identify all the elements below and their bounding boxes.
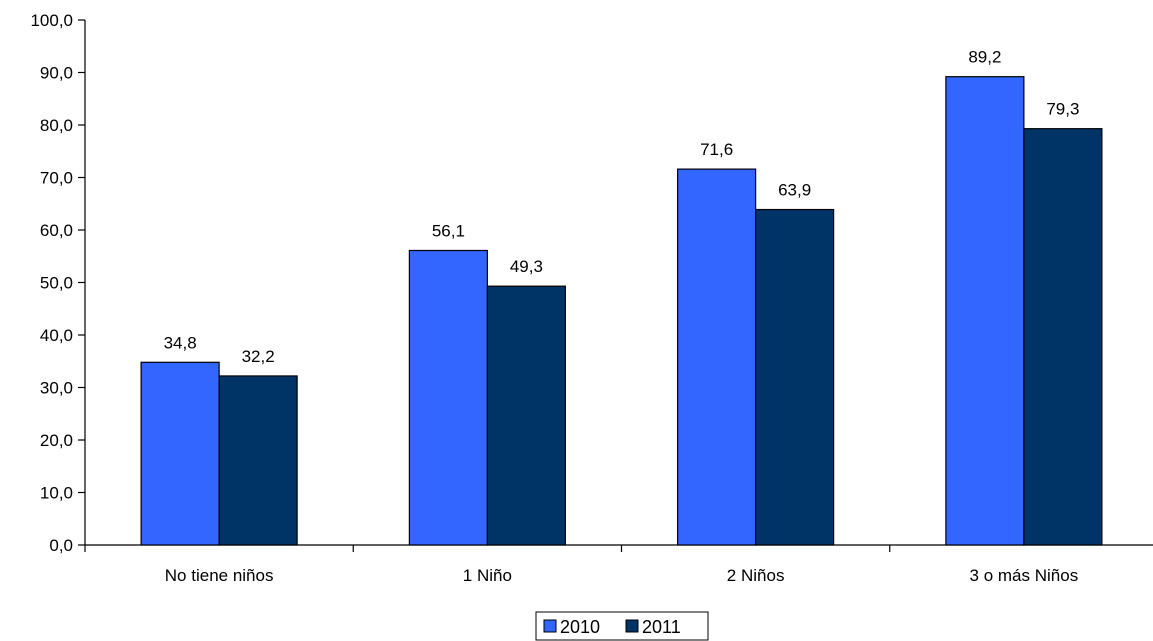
x-tick-label: 3 o más Niños (970, 566, 1079, 585)
bar-2011 (1023, 128, 1103, 546)
x-tick-label: 2 Niños (727, 566, 785, 585)
bar-2011 (755, 208, 835, 546)
bar-2010 (140, 361, 220, 546)
data-label: 34,8 (164, 333, 197, 352)
y-tick-label: 40,0 (40, 326, 73, 345)
bar-2010 (945, 76, 1025, 546)
legend-box (535, 611, 709, 641)
y-tick-label: 60,0 (40, 221, 73, 240)
y-tick-label: 90,0 (40, 64, 73, 83)
legend-swatch-2010 (543, 619, 557, 633)
x-tick-label: 1 Niño (463, 566, 512, 585)
y-tick-label: 80,0 (40, 116, 73, 135)
bar-2010 (408, 249, 488, 546)
data-labels: 34,8 32,2 56,1 49,3 71,6 63,9 89,2 79,3 (164, 48, 1080, 366)
bar-2011 (218, 375, 298, 546)
y-tick-label: 0,0 (49, 536, 73, 555)
y-axis: 0,0 10,0 20,0 30,0 40,0 50,0 60,0 70,0 80,0 90,0 1… (30, 11, 86, 555)
data-label: 89,2 (968, 48, 1001, 67)
y-tick-label: 20,0 (40, 431, 73, 450)
y-tick-label: 100,0 (30, 11, 73, 30)
y-tick-label: 10,0 (40, 484, 73, 503)
legend-swatch-2011 (625, 619, 639, 633)
legend-label: 2011 (642, 617, 681, 637)
y-tick-label: 30,0 (40, 379, 73, 398)
data-label: 79,3 (1046, 100, 1079, 119)
legend: 2010 2011 (535, 611, 709, 641)
legend-label: 2010 (560, 617, 600, 637)
data-label: 71,6 (700, 140, 733, 159)
y-tick-label: 70,0 (40, 169, 73, 188)
bar-2011 (486, 285, 566, 546)
bar-2010 (677, 168, 757, 546)
x-axis: No tiene niños 1 Niño 2 Niños 3 o más Niños (84, 544, 1153, 585)
y-tick-label: 50,0 (40, 274, 73, 293)
data-label: 63,9 (778, 181, 811, 200)
data-label: 56,1 (432, 221, 465, 240)
x-tick-label: No tiene niños (165, 566, 274, 585)
bars (140, 76, 1103, 546)
data-label: 32,2 (242, 347, 275, 366)
data-label: 49,3 (510, 257, 543, 276)
